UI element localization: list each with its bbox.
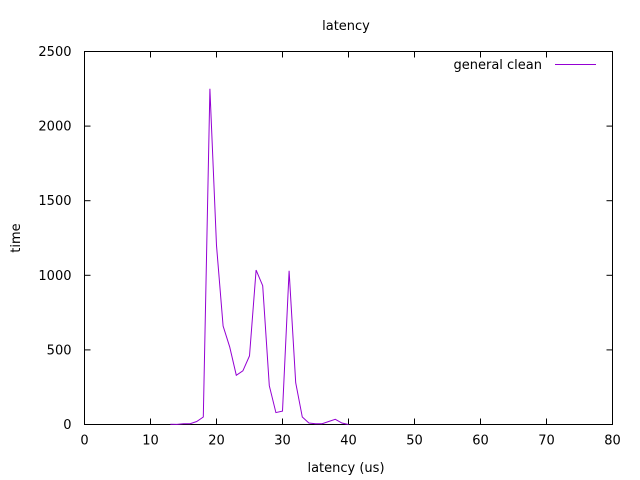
x-tick-label: 60 (472, 434, 489, 449)
x-axis: 0 10 20 30 40 50 60 70 80 (80, 51, 621, 449)
x-tick-label: 10 (142, 434, 159, 449)
x-tick-label: 0 (80, 434, 88, 449)
y-tick-label: 1500 (38, 194, 71, 209)
y-axis-label: time (9, 223, 24, 252)
y-tick-label: 500 (47, 343, 72, 358)
x-tick-label: 20 (208, 434, 225, 449)
chart-title: latency (322, 19, 370, 34)
x-tick-label: 50 (406, 434, 423, 449)
x-axis-label: latency (us) (307, 461, 384, 476)
x-tick-label: 80 (604, 434, 621, 449)
legend-label: general clean (453, 58, 542, 73)
y-tick-label: 1000 (38, 269, 71, 284)
legend: general clean (453, 58, 596, 73)
plot-frame (84, 51, 613, 425)
y-tick-label: 2500 (38, 45, 71, 60)
y-axis: 0 500 1000 1500 2000 2500 (38, 45, 613, 433)
x-tick-label: 30 (274, 434, 291, 449)
x-tick-label: 40 (340, 434, 357, 449)
series-line (170, 88, 349, 425)
y-tick-label: 0 (63, 418, 71, 433)
x-tick-label: 70 (538, 434, 555, 449)
series-layer (170, 88, 349, 425)
y-tick-label: 2000 (38, 120, 71, 135)
